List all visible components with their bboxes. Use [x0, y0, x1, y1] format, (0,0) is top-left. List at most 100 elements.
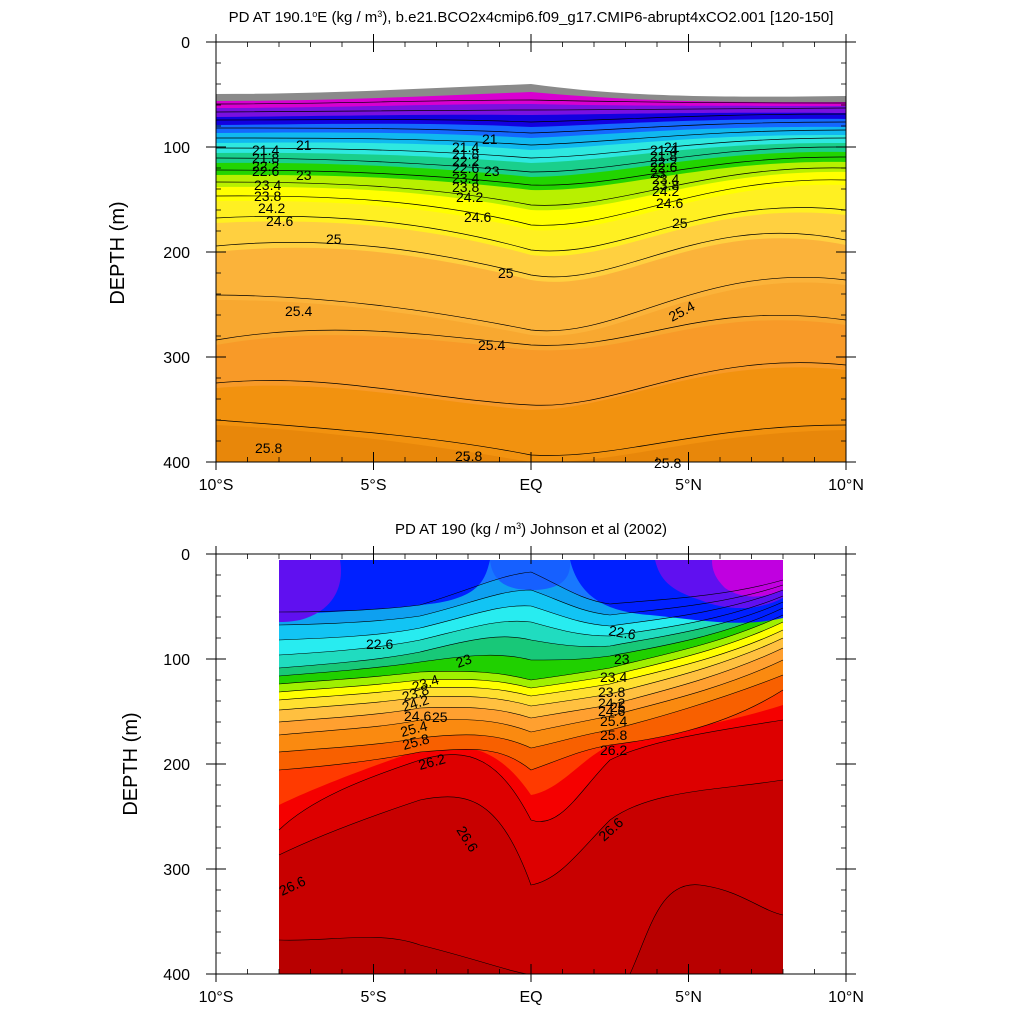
- x-tick-label: 10°N: [828, 477, 864, 494]
- y-tick-label: 0: [181, 35, 190, 52]
- y-tick-label: 400: [163, 967, 190, 984]
- contour-label: 21.8: [650, 148, 677, 164]
- contour-label: 25: [432, 709, 448, 725]
- contour-line: [278, 659, 784, 736]
- contour-label: 24.2: [652, 183, 679, 199]
- contour-line: [216, 276, 846, 332]
- x-tick-label: 5°S: [361, 989, 387, 1006]
- contour-label: 25: [672, 215, 688, 231]
- panel-top-ylabel: DEPTH (m): [107, 201, 129, 304]
- x-tick-label: 10°N: [828, 989, 864, 1006]
- contour-line: [216, 129, 846, 146]
- contour-line: [278, 601, 784, 669]
- contour-label: 25.8: [600, 727, 627, 743]
- y-tick-label: 0: [181, 547, 190, 564]
- y-tick-label: 200: [163, 245, 190, 262]
- contour-line: [278, 607, 784, 677]
- panel-top-contour-lines: [216, 99, 846, 456]
- x-tick-label: 5°N: [675, 989, 702, 1006]
- contour-line: [278, 779, 784, 886]
- y-tick-label: 400: [163, 455, 190, 472]
- contour-label: 24.6: [266, 213, 293, 229]
- contour-label: 25.4: [399, 717, 430, 740]
- contour-line: [216, 314, 846, 346]
- contour-label: 23.4: [254, 177, 281, 193]
- contour-line: [278, 647, 784, 723]
- contour-label: 22.6: [252, 163, 279, 179]
- contour-line: [278, 571, 784, 613]
- contour-label: 24.2: [598, 695, 625, 711]
- contour-line: [278, 937, 531, 974]
- contour-label: 25.8: [401, 730, 432, 753]
- fill-layer: [279, 560, 341, 622]
- y-tick-label: 300: [163, 862, 190, 879]
- contour-label: 23.4: [652, 171, 679, 187]
- contour-label: 25.4: [600, 713, 627, 729]
- contour-label: 22.6: [650, 159, 677, 175]
- contour-label: 21: [296, 137, 312, 153]
- contour-line: [216, 113, 846, 123]
- contour-label: 23: [296, 167, 312, 183]
- panel-bottom-contour-lines: [278, 571, 784, 974]
- contour-label: 24.2: [258, 200, 285, 216]
- fill-layer: [216, 84, 846, 103]
- y-tick-label: 100: [163, 652, 190, 669]
- contour-line: [278, 584, 784, 626]
- contour-line: [629, 884, 784, 974]
- contour-line: [216, 137, 846, 159]
- fill-layer: [216, 233, 846, 336]
- contour-label: 25.8: [255, 440, 282, 456]
- contour-line: [278, 595, 784, 656]
- contour-label: 23.8: [598, 684, 625, 700]
- panel-bottom-ylabel: DEPTH (m): [120, 712, 142, 815]
- contour-line: [278, 689, 784, 771]
- y-tick-label: 200: [163, 757, 190, 774]
- contour-label: 23: [614, 651, 630, 667]
- panel-bottom: PD AT 190 (kg / m3) Johnson et al (2002)…: [120, 521, 864, 1006]
- fill-layer: [630, 884, 783, 974]
- contour-line: [216, 179, 846, 226]
- contour-line: [278, 719, 784, 831]
- contour-label: 21.8: [452, 146, 479, 162]
- contour-label: 21.4: [252, 142, 279, 158]
- panel-bottom-axes: 0 100 200 300 400 10°S 5°S EQ 5°N 10°N: [163, 546, 864, 1006]
- contour-label: 23.8: [652, 177, 679, 193]
- fill-layer: [490, 560, 571, 590]
- x-tick-label: 5°N: [675, 477, 702, 494]
- contour-label: 25: [610, 699, 626, 715]
- contour-label: 26.2: [600, 742, 627, 758]
- contour-label: 26.2: [417, 750, 448, 773]
- fill-layer: [712, 560, 783, 597]
- contour-label: 23: [454, 650, 474, 670]
- x-tick-label: 10°S: [199, 989, 234, 1006]
- contour-label: 25.4: [478, 337, 505, 353]
- y-tick-label: 300: [163, 350, 190, 367]
- contour-label: 23.8: [254, 188, 281, 204]
- contour-line: [278, 614, 784, 685]
- panel-bottom-fill: [278, 560, 784, 974]
- panel-bottom-title: PD AT 190 (kg / m3) Johnson et al (2002): [395, 521, 667, 538]
- contour-line: [216, 207, 846, 252]
- contour-label: 25: [498, 265, 514, 281]
- contour-label: 23.8: [452, 179, 479, 195]
- contour-label: 21: [482, 131, 498, 147]
- contour-line: [278, 674, 784, 753]
- contour-label: 23.4: [452, 170, 479, 186]
- x-tick-label: EQ: [519, 989, 542, 1006]
- panel-bottom-contour-labels: 22.6 23 23.4 23.8 24.2 24.6 25 25.4 25.8…: [277, 622, 638, 899]
- contour-label: 22.6: [366, 636, 393, 652]
- contour-label: 21.8: [252, 150, 279, 166]
- contour-label: 21.4: [452, 139, 479, 155]
- contour-label: 25: [326, 231, 342, 247]
- fill-layer: [216, 420, 846, 462]
- fill-layer: [279, 937, 531, 974]
- x-tick-label: 10°S: [199, 477, 234, 494]
- contour-label: 21.4: [650, 142, 677, 158]
- contour-label: 22.6: [607, 622, 637, 643]
- contour-label: 24.6: [404, 708, 431, 724]
- contour-line: [216, 362, 846, 406]
- panel-top-contour-labels: 21 21.4 21.8 22.2 22.6 23 23.4 23.8 24.2…: [252, 131, 698, 471]
- contour-line: [216, 99, 846, 105]
- contour-label: 25.4: [285, 303, 312, 319]
